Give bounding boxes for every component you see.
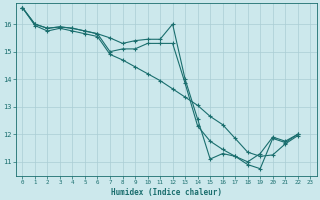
X-axis label: Humidex (Indice chaleur): Humidex (Indice chaleur): [111, 188, 222, 197]
